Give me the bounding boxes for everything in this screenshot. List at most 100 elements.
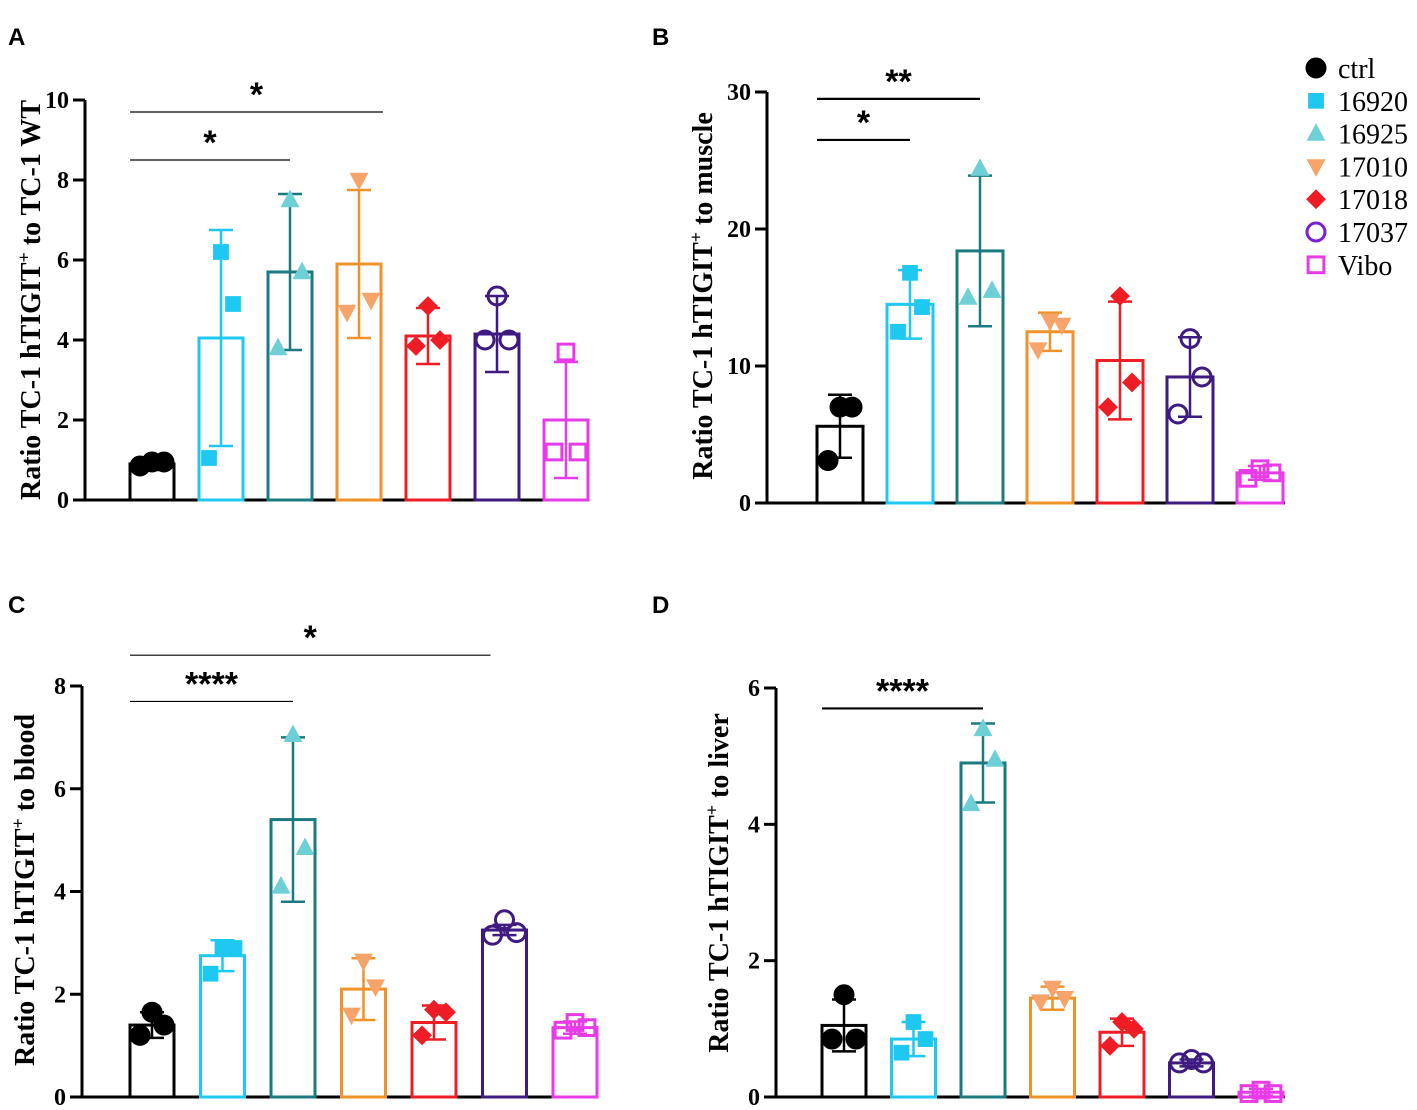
significance-stars: **** xyxy=(185,665,239,703)
bar-16925 xyxy=(959,761,1007,1099)
point-17037 xyxy=(1169,1052,1190,1074)
point-16920 xyxy=(905,1014,922,1030)
y-tick-label: 30 xyxy=(727,80,751,106)
point-16920 xyxy=(893,1044,910,1061)
y-axis-label: Ratio TC-1 hTIGIT+ to liver xyxy=(702,713,735,1053)
legend-marker-16920 xyxy=(1308,92,1324,109)
panel-label: D xyxy=(652,592,669,619)
point-16920 xyxy=(226,940,243,956)
point-17018 xyxy=(1110,286,1130,307)
significance-stars: * xyxy=(250,76,264,114)
y-axis-label-sup: + xyxy=(686,232,706,242)
point-17018 xyxy=(436,1002,456,1023)
point-16925 xyxy=(280,189,300,208)
point-17010 xyxy=(1052,317,1072,336)
point-16925 xyxy=(268,337,288,356)
point-16925 xyxy=(271,876,291,894)
significance-stars: * xyxy=(203,124,217,162)
y-tick-label: 4 xyxy=(748,812,760,838)
y-tick-label: 4 xyxy=(57,328,69,354)
point-ctrl xyxy=(829,396,851,418)
y-tick-label: 2 xyxy=(57,408,69,434)
point-16920 xyxy=(213,244,229,260)
legend-label-Vibo: Vibo xyxy=(1338,251,1392,282)
point-Vibo xyxy=(1239,1084,1259,1103)
legend-marker-17037 xyxy=(1305,221,1327,243)
point-17010 xyxy=(361,292,381,311)
y-tick-label: 6 xyxy=(748,676,760,702)
y-axis-label-rest: to liver xyxy=(704,713,735,805)
y-axis-label-sup: + xyxy=(8,818,28,828)
point-16920 xyxy=(214,940,231,956)
y-axis-label: Ratio TC-1 hTIGIT+ to TC-1 WT xyxy=(14,100,47,500)
y-axis-label-main: Ratio TC-1 hTIGIT xyxy=(16,262,47,500)
point-Vibo xyxy=(1238,468,1258,488)
legend-label-17010: 17010 xyxy=(1338,152,1408,183)
point-17037 xyxy=(494,909,515,931)
point-17018 xyxy=(412,1025,432,1046)
point-17037 xyxy=(1191,366,1213,388)
point-Vibo xyxy=(1262,463,1282,483)
point-Vibo xyxy=(1251,1080,1271,1100)
y-tick-label: 0 xyxy=(57,488,69,514)
significance-stars: * xyxy=(304,619,318,657)
point-17037 xyxy=(474,329,496,351)
point-17010 xyxy=(342,1007,361,1026)
point-17037 xyxy=(506,922,527,944)
point-17018 xyxy=(1112,1012,1132,1032)
point-ctrl xyxy=(845,1028,867,1050)
y-axis-label-sup: + xyxy=(702,805,722,815)
point-Vibo xyxy=(544,442,564,462)
y-tick-label: 6 xyxy=(54,777,66,803)
point-Vibo xyxy=(1250,459,1270,479)
legend-marker-Vibo xyxy=(1306,255,1326,275)
point-ctrl xyxy=(141,1001,163,1023)
point-16925 xyxy=(958,287,978,305)
panel-label: A xyxy=(8,24,25,51)
panel-label: C xyxy=(8,592,25,619)
point-17018 xyxy=(1100,1035,1120,1056)
point-16920 xyxy=(917,1031,934,1047)
point-16920 xyxy=(902,264,918,281)
point-Vibo xyxy=(577,1018,597,1038)
point-16920 xyxy=(225,296,241,312)
point-17037 xyxy=(498,329,520,351)
point-17018 xyxy=(1122,372,1142,393)
significance-stars: * xyxy=(857,104,871,142)
point-17010 xyxy=(366,979,385,997)
legend-marker-16925 xyxy=(1306,123,1326,141)
legend-marker-ctrl xyxy=(1305,57,1327,79)
y-tick-label: 8 xyxy=(54,674,66,700)
panel-label: B xyxy=(652,24,669,51)
panel-d: D 0 2 4 6 Ratio TC-1 hTIGIT+ to liver **** xyxy=(652,592,1285,1110)
legend-label-16920: 16920 xyxy=(1338,87,1408,118)
y-tick-label: 20 xyxy=(727,217,751,243)
point-17010 xyxy=(1043,980,1062,999)
legend-marker-17018 xyxy=(1306,189,1326,210)
point-Vibo xyxy=(565,1013,585,1032)
point-ctrl xyxy=(153,1014,175,1036)
point-17010 xyxy=(1055,990,1074,1009)
y-tick-label: 0 xyxy=(748,1085,760,1110)
y-tick-label: 0 xyxy=(54,1085,66,1110)
point-17037 xyxy=(1193,1052,1214,1074)
significance-stars: **** xyxy=(876,672,930,710)
y-tick-label: 10 xyxy=(45,88,69,114)
y-axis-label-main: Ratio TC-1 hTIGIT xyxy=(688,242,719,480)
significance-stars: ** xyxy=(885,63,912,101)
point-17018 xyxy=(424,999,444,1020)
point-16925 xyxy=(982,280,1002,298)
point-17018 xyxy=(1098,397,1118,417)
point-16925 xyxy=(985,749,1005,767)
point-17018 xyxy=(406,336,426,356)
y-tick-label: 8 xyxy=(57,168,69,194)
legend-label-ctrl: ctrl xyxy=(1338,54,1376,85)
point-16925 xyxy=(961,793,981,812)
point-17037 xyxy=(486,285,508,307)
point-17037 xyxy=(1181,1049,1202,1071)
y-tick-label: 2 xyxy=(748,949,760,975)
point-16920 xyxy=(914,299,930,315)
